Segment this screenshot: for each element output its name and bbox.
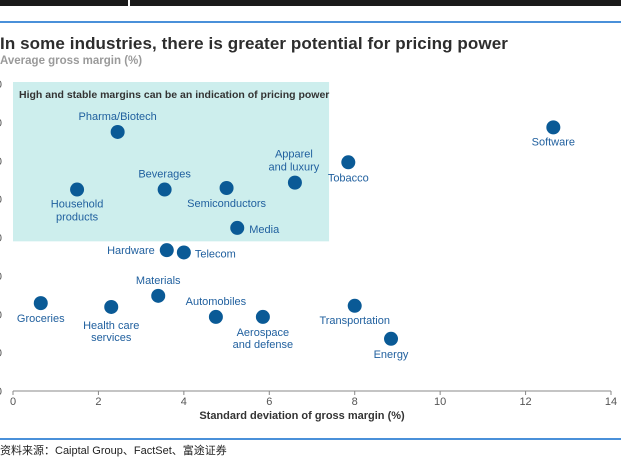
y-tick-label: 0 bbox=[0, 386, 2, 398]
point-label: Household products bbox=[51, 199, 104, 224]
y-tick-label: 40 bbox=[0, 233, 2, 245]
data-point bbox=[287, 175, 302, 190]
top-border bbox=[0, 0, 621, 6]
point-labels: Software Pharma/Biotech Tobacco Apparel and … bbox=[17, 111, 575, 361]
x-tick-label: 4 bbox=[181, 396, 187, 408]
highlight-region bbox=[13, 82, 330, 242]
data-point bbox=[70, 182, 85, 197]
point-label: Beverages bbox=[138, 169, 191, 181]
x-tick-label: 6 bbox=[266, 396, 272, 408]
y-tick-label: 30 bbox=[0, 271, 2, 283]
top-border-gap bbox=[128, 0, 130, 6]
data-point bbox=[104, 299, 119, 314]
chart-frame-top bbox=[0, 21, 621, 23]
source-note: 资料来源：Caiptal Group、FactSet、富途证券 bbox=[0, 445, 227, 457]
data-point bbox=[208, 309, 223, 324]
point-label: Transportation bbox=[319, 315, 390, 327]
data-point bbox=[151, 288, 166, 303]
y-tick-label: 20 bbox=[0, 309, 2, 321]
data-point bbox=[176, 245, 191, 260]
point-label: Energy bbox=[374, 349, 409, 361]
y-tick-label: 60 bbox=[0, 156, 2, 168]
chart-frame-bottom bbox=[0, 438, 621, 440]
x-tick-label: 8 bbox=[352, 396, 358, 408]
data-point bbox=[159, 243, 174, 258]
x-tick-label: 14 bbox=[605, 396, 617, 408]
point-label: Materials bbox=[136, 275, 181, 287]
x-tick-label: 2 bbox=[95, 396, 101, 408]
y-tick-label: 80 bbox=[0, 79, 2, 91]
data-point bbox=[157, 182, 172, 197]
point-label: Telecom bbox=[195, 248, 236, 260]
point-label: Groceries bbox=[17, 313, 65, 325]
point-label: Apparel and luxury bbox=[269, 149, 320, 174]
data-point bbox=[255, 309, 270, 324]
point-label: Media bbox=[249, 224, 280, 236]
y-axis-ticks: 0 10 20 30 40 50 60 70 80 bbox=[0, 79, 2, 398]
data-point bbox=[230, 220, 245, 235]
x-tick-label: 0 bbox=[10, 396, 16, 408]
data-point bbox=[110, 124, 125, 139]
chart-title: In some industries, there is greater pot… bbox=[0, 34, 508, 53]
point-label: Semiconductors bbox=[187, 198, 266, 210]
point-label: Tobacco bbox=[328, 172, 369, 184]
data-point bbox=[33, 296, 48, 311]
point-label: Automobiles bbox=[186, 296, 247, 308]
data-point bbox=[341, 155, 356, 170]
data-point bbox=[219, 180, 234, 195]
point-label: Software bbox=[532, 136, 575, 148]
x-axis-ticks: 0 2 4 6 8 10 12 14 bbox=[10, 391, 617, 408]
y-tick-label: 50 bbox=[0, 194, 2, 206]
y-axis-title: Average gross margin (%) bbox=[0, 55, 143, 67]
x-axis-title: Standard deviation of gross margin (%) bbox=[199, 410, 405, 422]
point-label: Health care services bbox=[83, 320, 139, 344]
data-points bbox=[33, 120, 561, 346]
highlight-label: High and stable margins can be an indica… bbox=[19, 89, 329, 101]
data-point bbox=[384, 331, 399, 346]
x-tick-label: 12 bbox=[519, 396, 531, 408]
y-tick-label: 10 bbox=[0, 348, 2, 360]
point-label: Pharma/Biotech bbox=[79, 111, 157, 123]
point-label: Aerospace and defense bbox=[233, 327, 294, 351]
data-point bbox=[347, 298, 362, 313]
point-label: Hardware bbox=[107, 245, 155, 257]
data-point bbox=[546, 120, 561, 135]
y-tick-label: 70 bbox=[0, 117, 2, 129]
x-tick-label: 10 bbox=[434, 396, 446, 408]
